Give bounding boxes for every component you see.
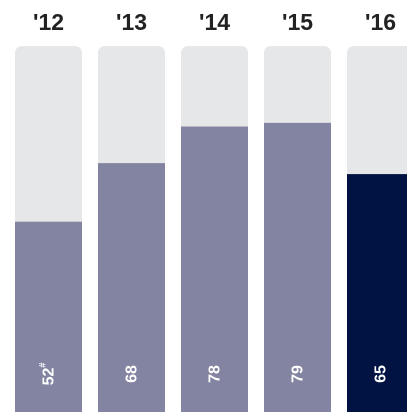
value-label: 52#	[38, 363, 58, 386]
footnote-mark: #	[38, 363, 48, 368]
year-label: '13	[116, 9, 147, 35]
bar	[15, 221, 82, 412]
value-label: 78	[206, 365, 223, 383]
value-label: 65	[372, 365, 389, 383]
year-label: '14	[199, 9, 230, 35]
value-label: 68	[123, 365, 140, 383]
bar	[264, 122, 331, 412]
bar	[181, 126, 248, 412]
bar	[98, 163, 165, 412]
year-label: '16	[365, 9, 396, 35]
bar-highlight	[347, 174, 407, 412]
year-label: '12	[33, 9, 64, 35]
value-label: 79	[289, 365, 306, 383]
year-label: '15	[282, 9, 313, 35]
